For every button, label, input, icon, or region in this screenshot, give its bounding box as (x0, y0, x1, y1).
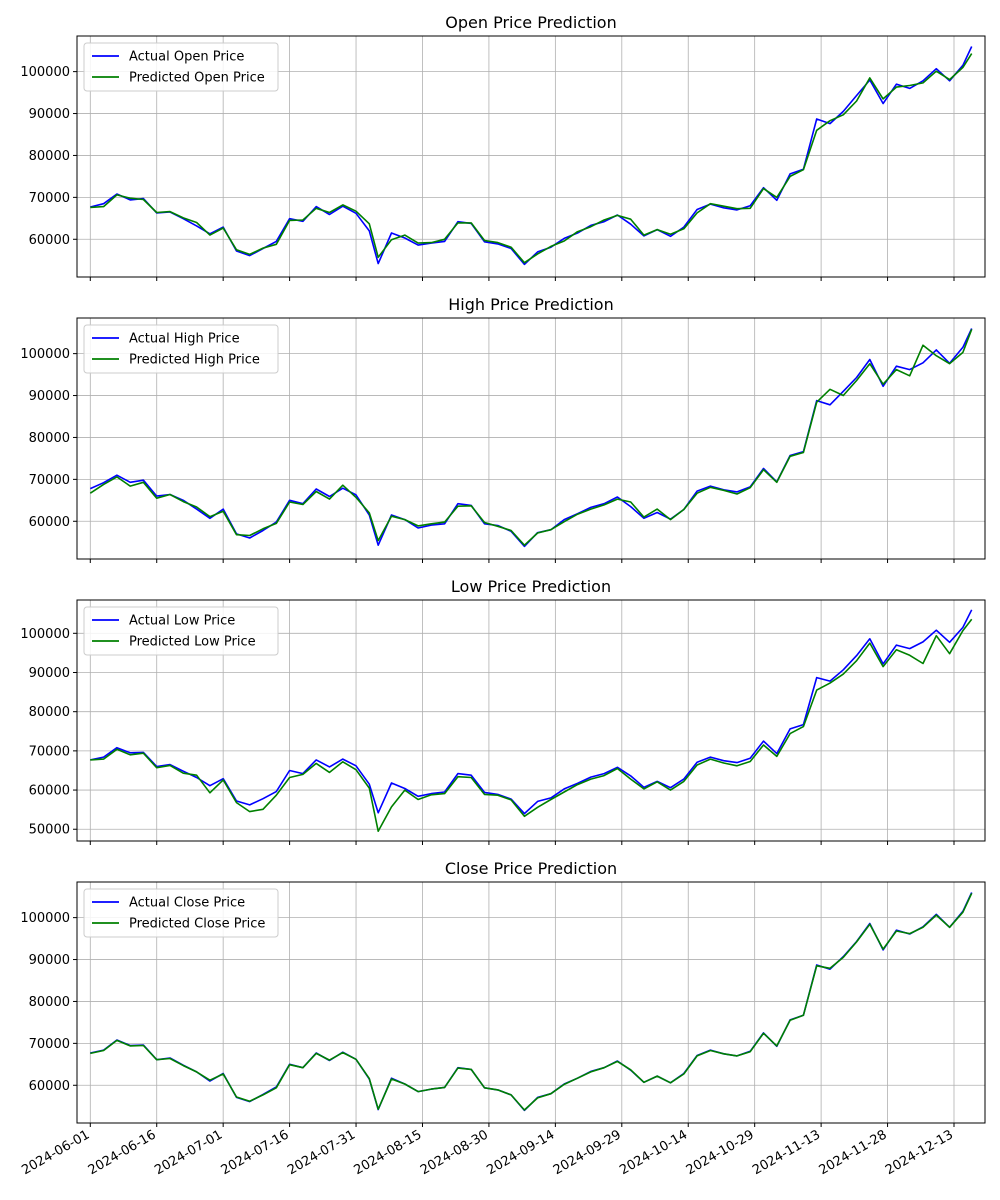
axes-frame (76, 317, 986, 560)
series-line-predicted (90, 618, 973, 832)
y-tick-label: 60000 (29, 784, 70, 799)
x-tick-label: 2024-08-15 (352, 1127, 425, 1178)
y-tick-label: 70000 (29, 1037, 70, 1052)
legend-box (83, 888, 279, 938)
legend-box (83, 42, 279, 92)
legend: Actual Close Price Predicted Close Price (83, 888, 279, 938)
y-tick-label: 80000 (29, 431, 70, 446)
legend-box (83, 324, 279, 374)
y-tick-label: 100000 (20, 911, 70, 926)
legend-label: Predicted Open Price (129, 71, 265, 86)
x-tick-label: 2024-11-28 (817, 1127, 890, 1178)
y-tick-label: 100000 (20, 627, 70, 642)
chart-panel-1: 60000 70000 80000 90000 100000 Open Price Pre… (20, 13, 986, 281)
x-tick-label: 2024-07-31 (285, 1127, 358, 1178)
x-tick-label: 2024-09-29 (551, 1127, 624, 1178)
axes-frame (76, 881, 986, 1124)
y-tick-label: 100000 (20, 65, 70, 80)
y-tick-label: 90000 (29, 666, 70, 681)
y-tick-label: 60000 (29, 515, 70, 530)
chart-title: High Price Prediction (448, 295, 613, 314)
y-tick-label: 80000 (29, 995, 70, 1010)
y-tick-label: 70000 (29, 744, 70, 759)
x-tick-label: 2024-09-14 (484, 1127, 557, 1178)
legend-label: Actual High Price (129, 332, 240, 347)
series-line-actual (90, 609, 973, 815)
axes-frame (76, 35, 986, 278)
chart-title: Low Price Prediction (451, 577, 611, 596)
legend-label: Predicted High Price (129, 353, 260, 368)
y-tick-label: 80000 (29, 149, 70, 164)
x-tick-label: 2024-06-16 (86, 1127, 159, 1178)
legend-label: Actual Open Price (129, 50, 244, 65)
x-tick-label: 2024-12-13 (883, 1127, 956, 1178)
y-tick-label: 60000 (29, 1079, 70, 1094)
y-tick-label: 100000 (20, 347, 70, 362)
y-tick-label: 90000 (29, 953, 70, 968)
legend: Actual Open Price Predicted Open Price (83, 42, 279, 92)
x-tick-label: 2024-08-30 (418, 1127, 491, 1178)
axes-frame (76, 599, 986, 842)
series-line-predicted (89, 329, 973, 546)
x-tick-label: 2024-07-01 (152, 1127, 225, 1178)
legend-label: Actual Low Price (129, 614, 235, 629)
y-tick-label: 90000 (29, 389, 70, 404)
x-tick-label: 2024-07-16 (219, 1127, 292, 1178)
y-tick-label: 70000 (29, 473, 70, 488)
x-tick-label: 2024-10-29 (684, 1127, 757, 1178)
chart-title: Open Price Prediction (445, 13, 616, 32)
legend: Actual Low Price Predicted Low Price (83, 606, 279, 656)
x-tick-label: 2024-10-14 (617, 1127, 690, 1178)
x-tick-label: 2024-06-01 (19, 1127, 92, 1178)
y-tick-label: 80000 (29, 705, 70, 720)
chart-panel-2: 60000 70000 80000 90000 100000 High Price Pre… (20, 295, 986, 563)
chart-title: Close Price Prediction (445, 859, 617, 878)
x-tick-label: 2024-11-13 (750, 1127, 823, 1178)
y-tick-label: 50000 (29, 823, 70, 838)
chart-panel-3: 50000 60000 70000 80000 90000 100000 Low Price… (20, 577, 986, 845)
legend-label: Predicted Low Price (129, 635, 256, 650)
series-line-predicted (90, 53, 973, 264)
y-tick-label: 90000 (29, 107, 70, 122)
legend-label: Actual Close Price (129, 896, 245, 911)
legend-box (83, 606, 279, 656)
y-tick-label: 60000 (29, 233, 70, 248)
chart-panel-4: 600007000080000900001000002024-06-012024… (19, 859, 986, 1178)
legend: Actual High Price Predicted High Price (83, 324, 279, 374)
y-tick-label: 70000 (29, 191, 70, 206)
legend-label: Predicted Close Price (129, 917, 265, 932)
series-line-predicted (90, 892, 973, 1111)
